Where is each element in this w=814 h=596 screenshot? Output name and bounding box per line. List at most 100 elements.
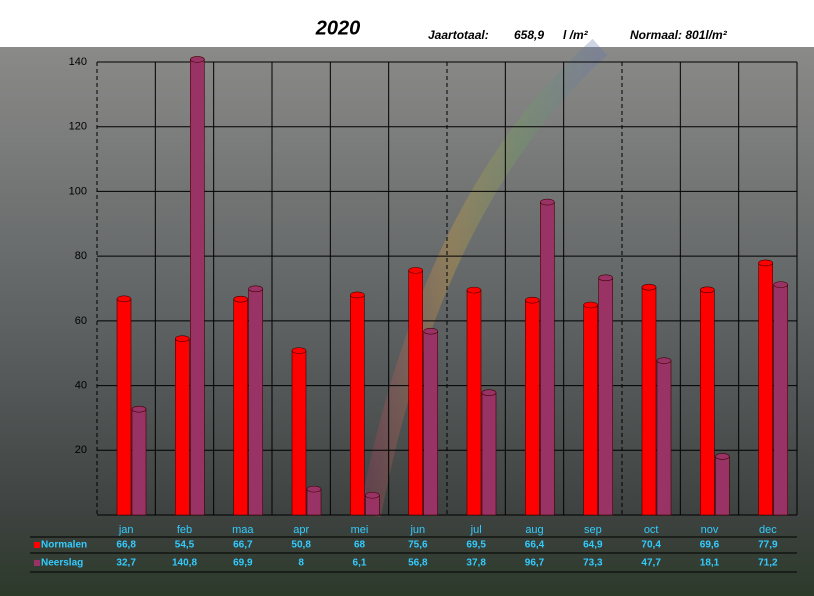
bar	[306, 488, 322, 516]
annotation: Normaal: 801l/m²	[630, 28, 728, 42]
data-table-value: 68	[354, 540, 366, 551]
data-table-value: 18,1	[700, 558, 720, 569]
bar-cap	[656, 357, 672, 364]
bar-cap	[641, 283, 657, 291]
bar	[481, 392, 497, 516]
x-tick-label: oct	[644, 524, 659, 536]
y-tick-label: 80	[75, 250, 87, 262]
bar-cap	[233, 295, 248, 303]
x-tick-label: jan	[118, 524, 134, 536]
bar	[773, 284, 788, 516]
bar-cap	[481, 389, 497, 396]
chart-title: 2020	[315, 17, 361, 39]
data-table-value: 75,6	[408, 540, 428, 551]
data-table-value: 70,4	[641, 540, 661, 551]
bar-cap	[423, 327, 438, 335]
bar	[116, 298, 132, 516]
x-tick-label: mei	[351, 524, 369, 536]
bar-cap	[773, 281, 788, 288]
data-table-value: 54,5	[175, 540, 195, 551]
bar	[131, 408, 147, 516]
bar	[525, 299, 540, 516]
bar	[248, 288, 263, 516]
bar-cap	[540, 198, 555, 206]
bar-cap	[583, 301, 598, 309]
bar	[700, 289, 715, 516]
bar	[233, 298, 248, 516]
x-tick-label: sep	[584, 524, 602, 536]
data-table-value: 77,9	[758, 540, 778, 551]
bar	[175, 338, 190, 516]
bar-cap	[466, 286, 482, 294]
data-table-value: 47,7	[641, 558, 661, 569]
data-table-value: 64,9	[583, 540, 603, 551]
bar-cap	[365, 491, 380, 499]
bar-cap	[525, 296, 540, 304]
x-tick-label: maa	[232, 524, 254, 536]
data-table-value: 69,6	[700, 540, 720, 551]
x-tick-label: aug	[525, 524, 543, 536]
bar	[408, 270, 423, 516]
bar	[291, 350, 307, 516]
x-tick-label: apr	[293, 524, 309, 536]
x-tick-label: feb	[177, 524, 192, 536]
bar-cap	[598, 274, 613, 282]
bar	[466, 289, 482, 516]
bar-cap	[190, 56, 205, 63]
bar-cap	[758, 259, 773, 267]
data-table-value: 66,8	[116, 540, 136, 551]
x-tick-label: nov	[701, 524, 719, 536]
data-table-value: 37,8	[466, 558, 486, 569]
bar-cap	[291, 347, 307, 354]
data-table-value: 66,7	[233, 540, 253, 551]
bar-cap	[131, 405, 147, 413]
legend-label: Neerslag	[41, 558, 83, 569]
bar	[423, 330, 438, 516]
bar	[715, 456, 730, 516]
data-table-value: 73,3	[583, 558, 603, 569]
bar-cap	[408, 267, 423, 274]
bar	[540, 201, 555, 516]
bar	[583, 304, 598, 516]
data-table-value: 6,1	[353, 558, 367, 569]
data-table-value: 96,7	[525, 558, 545, 569]
bar-cap	[175, 335, 190, 342]
y-tick-label: 100	[69, 185, 87, 197]
y-tick-label: 20	[75, 444, 87, 456]
bar	[350, 294, 365, 516]
data-table-value: 50,8	[291, 540, 311, 551]
x-tick-label: dec	[759, 524, 777, 536]
bar-cap	[700, 286, 715, 294]
annotation: 658,9	[514, 28, 544, 42]
legend-label: Normalen	[41, 540, 87, 551]
bar	[641, 286, 657, 516]
bar-cap	[116, 295, 132, 303]
bar-cap	[715, 453, 730, 460]
y-tick-label: 60	[75, 315, 87, 327]
legend-swatch	[34, 560, 40, 566]
data-table-value: 32,7	[116, 558, 136, 569]
data-table-value: 140,8	[172, 558, 197, 569]
y-tick-label: 140	[69, 56, 87, 68]
bar-cap	[350, 291, 365, 299]
bar-cap	[248, 285, 263, 293]
legend-swatch	[34, 542, 40, 548]
x-tick-label: jun	[409, 524, 425, 536]
y-tick-label: 40	[75, 379, 87, 391]
bar	[656, 360, 672, 516]
bar	[598, 277, 613, 516]
data-table-value: 69,9	[233, 558, 253, 569]
data-table-value: 71,2	[758, 558, 778, 569]
bar-cap	[306, 485, 322, 493]
data-table-value: 56,8	[408, 558, 428, 569]
data-table-value: 69,5	[466, 540, 486, 551]
data-table-value: 66,4	[525, 540, 545, 551]
annotation: Jaartotaal:	[428, 28, 489, 42]
bar	[190, 59, 205, 516]
x-tick-label: jul	[470, 524, 482, 536]
data-table-value: 8	[298, 558, 304, 569]
annotation: l /m²	[563, 28, 589, 42]
bar	[758, 262, 773, 516]
